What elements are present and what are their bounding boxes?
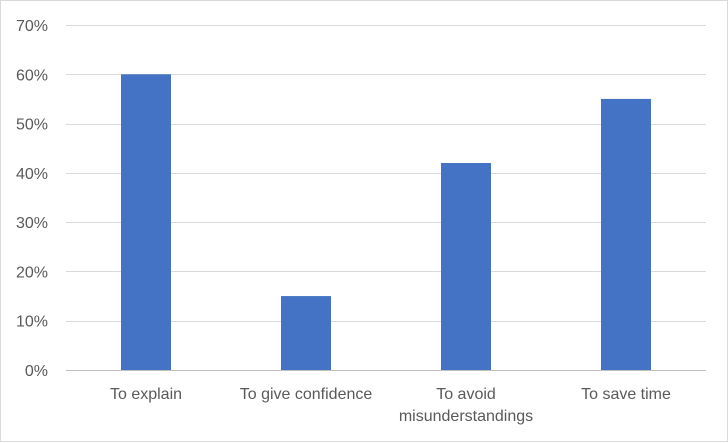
gridlines xyxy=(66,25,706,322)
x-category-label: To give confidence xyxy=(240,386,373,403)
y-tick-label: 50% xyxy=(16,117,48,134)
bar-2 xyxy=(281,296,331,370)
x-axis-category-labels: To explain To give confidence To avoid misu… xyxy=(110,386,671,425)
bar-3 xyxy=(441,163,491,370)
bar-4 xyxy=(601,98,651,370)
y-tick-label: 30% xyxy=(16,215,48,232)
x-category-label: To explain xyxy=(110,386,182,403)
y-tick-label: 10% xyxy=(16,314,48,331)
x-category-label: To save time xyxy=(581,386,671,403)
y-tick-label: 70% xyxy=(16,18,48,35)
y-tick-label: 60% xyxy=(16,67,48,84)
y-axis-tick-labels: 0% 10% 20% 30% 40% 50% 60% 70% xyxy=(16,18,48,380)
y-tick-label: 40% xyxy=(16,166,48,183)
bars xyxy=(121,74,651,371)
y-tick-label: 20% xyxy=(16,264,48,281)
y-tick-label: 0% xyxy=(25,363,48,380)
bar-1 xyxy=(121,74,171,371)
x-category-label: To avoid misunderstandings xyxy=(399,386,533,425)
